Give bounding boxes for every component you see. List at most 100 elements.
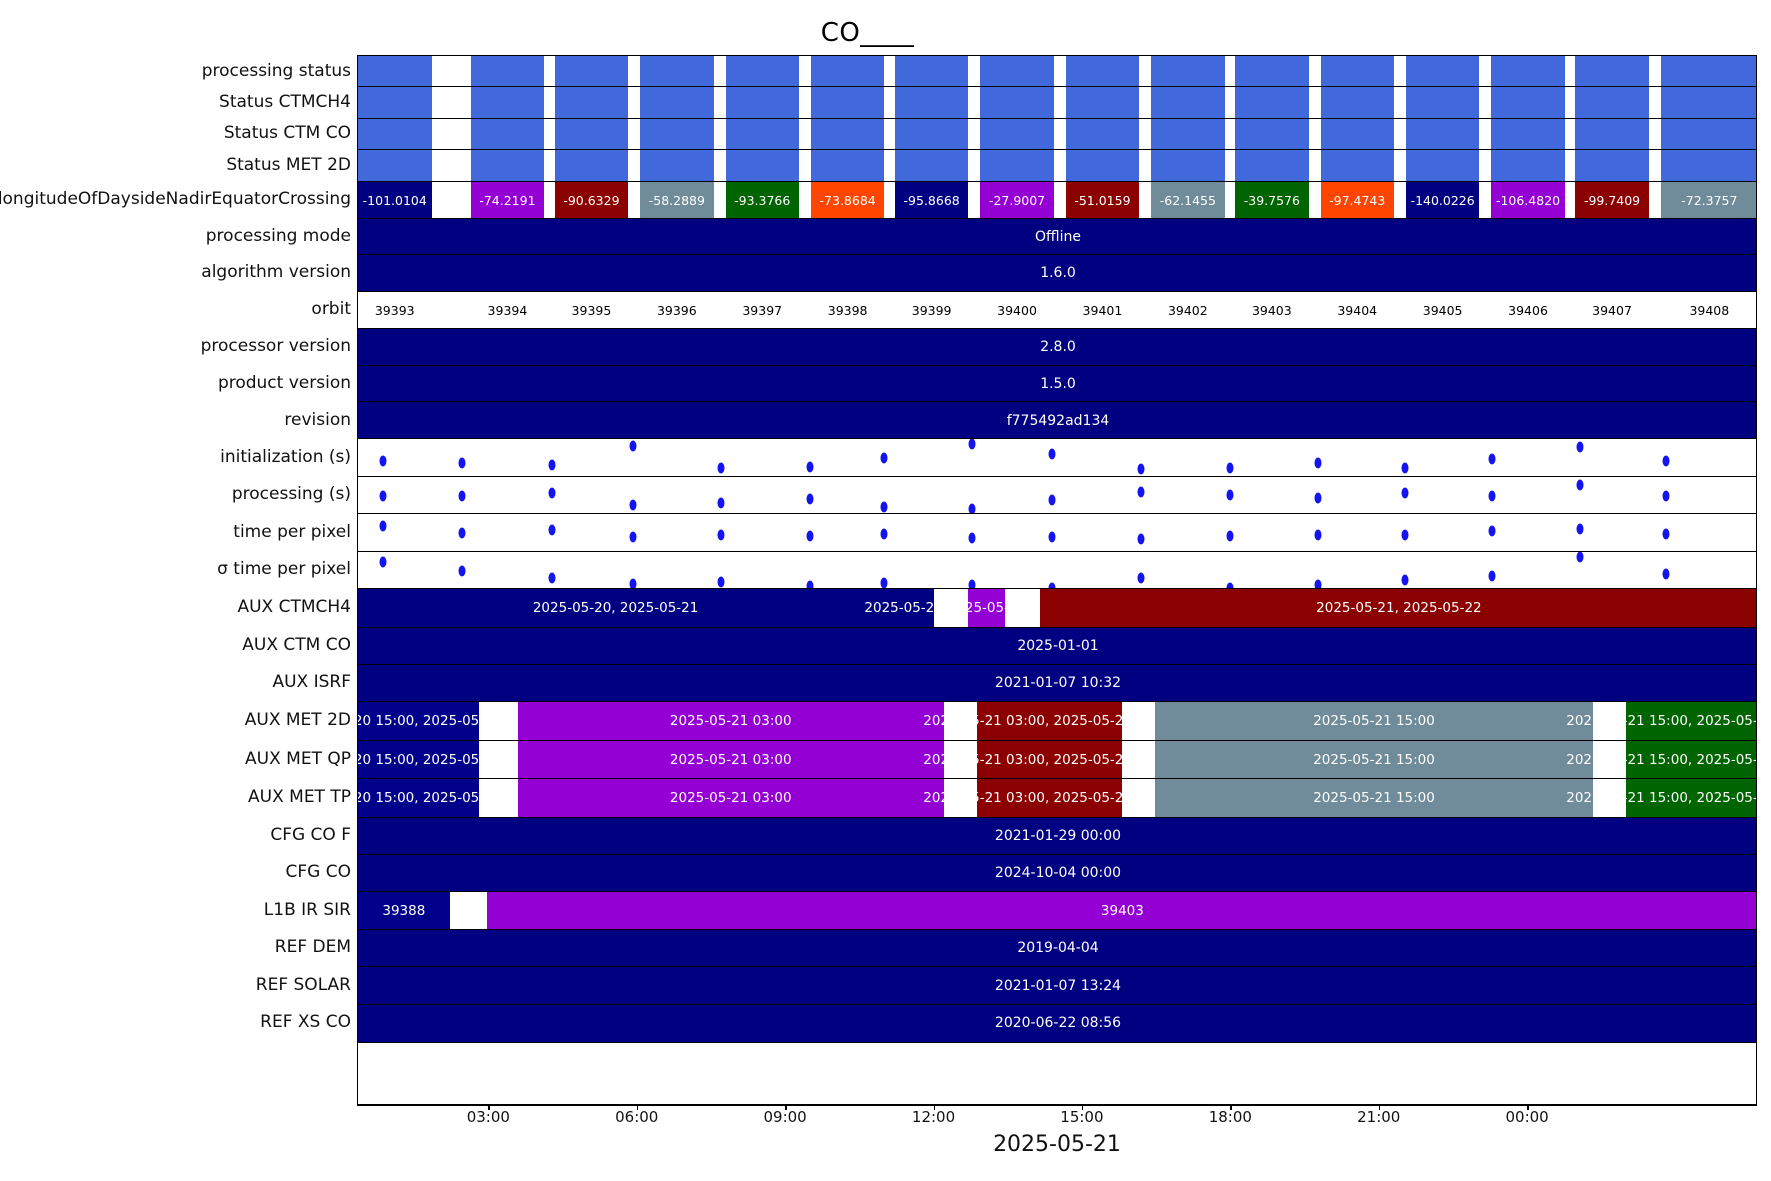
row-label-status-met-2d: Status MET 2D (226, 154, 351, 175)
timeline-segment (554, 118, 629, 150)
data-point (1226, 530, 1233, 542)
data-point (458, 490, 466, 502)
segment-label: 39405 (1422, 302, 1463, 318)
timeline-segment: 1.5.0 (358, 365, 1756, 402)
data-point (1137, 486, 1145, 498)
timeline-segment (1053, 181, 1066, 219)
timeline-segment (628, 181, 641, 219)
timeline-segment (1593, 740, 1627, 779)
row-label-orbit: orbit (311, 299, 351, 320)
segment-label: 39403 (1251, 302, 1292, 318)
data-point (806, 580, 814, 589)
data-point (379, 455, 386, 467)
timeline-segment (1151, 56, 1225, 87)
timeline-segment (1121, 740, 1155, 779)
x-tick-mark (785, 1104, 787, 1110)
timeline-segment (1405, 118, 1480, 150)
x-tick-mark (1378, 1104, 1381, 1110)
data-point (629, 440, 637, 452)
timeline-segment: -73.8684 (810, 181, 885, 219)
segment-label: 2025-05-21 15:00 (1313, 790, 1435, 807)
timeline-segment: 39395 (555, 292, 629, 329)
segment-label: 2025-05-21 03:00, 2025-05-21 15:00 (923, 713, 1176, 730)
segment-label: 39398 (827, 302, 868, 318)
row-label-processing-status: processing status (201, 60, 351, 81)
timeline-row: 2021-01-07 10:32 (358, 663, 1756, 703)
row-label-status-ctm-co: Status CTM CO (223, 123, 351, 144)
segment-label: 39406 (1508, 302, 1548, 318)
data-point (548, 524, 556, 536)
segment-label: 39400 (997, 302, 1037, 318)
data-point (1576, 523, 1584, 535)
x-tick-label: 00:00 (1505, 1108, 1549, 1126)
timeline-segment (1151, 87, 1225, 119)
timeline-segment (1394, 181, 1406, 219)
row-label-algorithm-version: algorithm version (201, 262, 351, 283)
timeline-segment: -106.4820 (1491, 181, 1565, 219)
segment-label: -93.3766 (734, 192, 791, 208)
timeline-row (358, 117, 1756, 151)
timeline-segment: 2025-05-21 15:00, 2025-05-22 03:00 (1566, 740, 1756, 779)
timeline-segment: 39394 (471, 292, 545, 329)
data-point (1137, 572, 1145, 584)
timeline-segment: 2020-06-22 08:56 (358, 1004, 1756, 1042)
timeline-segment: 1.6.0 (358, 255, 1756, 292)
timeline-segment (479, 740, 518, 779)
data-point (717, 462, 725, 474)
segment-label: 39403 (1100, 902, 1144, 919)
data-point (548, 572, 556, 584)
data-point (880, 501, 888, 513)
data-point (1401, 574, 1409, 586)
timeline-row: 2025-05-20 15:00, 2025-05-21 03:00 2025-0… (358, 778, 1756, 819)
segment-label: -39.7576 (1243, 192, 1300, 208)
data-point (1576, 479, 1584, 491)
timeline-segment: 2021-01-07 10:32 (358, 664, 1756, 702)
timeline-segment (470, 118, 545, 150)
segment-label: 2025-05-21 03:00 (669, 751, 792, 768)
segment-label: 1.5.0 (1040, 375, 1076, 392)
timeline-row: -101.0104 -74.2191 -90.6329 -58.2889 -93.376… (358, 180, 1756, 220)
timeline-segment: 39403 (1235, 292, 1309, 329)
timeline-segment: 39405 (1406, 292, 1480, 329)
timeline-row (358, 475, 1756, 515)
segment-label: 39395 (571, 302, 612, 318)
timeline-segment (1308, 181, 1321, 219)
segment-label: 39408 (1689, 302, 1730, 318)
x-tick-label: 06:00 (615, 1108, 659, 1126)
timeline-segment (1065, 56, 1140, 87)
timeline-row: 39393 39394 39395 39396 39397 39398 39399 39400… (358, 290, 1756, 330)
segment-label: 39394 (487, 302, 528, 318)
timeline-row: 2021-01-07 13:24 (358, 966, 1756, 1006)
timeline-segment: -95.8668 (894, 181, 969, 219)
segment-label: 2025-05-21 (864, 600, 943, 617)
timeline-segment (1065, 118, 1140, 150)
row-label-processing-mode: processing mode (205, 226, 351, 246)
segment-label: 2025-05-21 15:00, 2025-05-22 03:00 (1566, 751, 1756, 768)
segment-label: 2021-01-07 10:32 (994, 675, 1122, 692)
timeline-row (358, 550, 1756, 590)
timeline-segment (1575, 118, 1649, 150)
data-point (1314, 492, 1322, 504)
timeline-segment: -99.7409 (1575, 181, 1649, 219)
timeline-segment: 2024-10-04 00:00 (358, 854, 1756, 892)
data-point (1314, 579, 1322, 589)
data-point (1401, 529, 1409, 541)
timeline-segment (1660, 118, 1756, 150)
timeline-row: 2019-04-04 (358, 928, 1756, 968)
segment-label: Offline (1035, 229, 1081, 246)
data-point (1048, 494, 1056, 506)
data-point (629, 578, 637, 589)
data-point (1226, 462, 1233, 474)
data-point (968, 532, 976, 544)
timeline-segment: 39401 (1066, 292, 1140, 329)
timeline-segment: -62.1455 (1151, 181, 1225, 219)
timeline-segment (1235, 150, 1309, 182)
data-point (1488, 490, 1496, 502)
timeline-segment: 2021-01-07 13:24 (358, 967, 1756, 1005)
row-label-aux-met-tp: AUX MET TP (248, 787, 351, 807)
segment-label: 2020-06-22 08:56 (994, 1015, 1122, 1032)
timeline-segment: -140.0226 (1405, 181, 1480, 219)
timeline-row: 2025-05-20 15:00, 2025-05-21 03:00 2025-0… (358, 701, 1756, 742)
segment-label: 39401 (1082, 302, 1123, 318)
data-point (629, 499, 637, 511)
